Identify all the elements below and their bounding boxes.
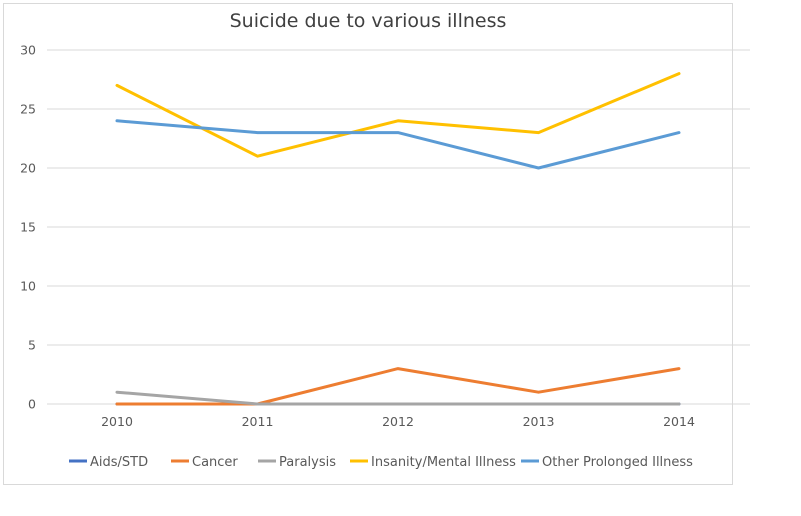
x-tick-label: 2012 — [382, 414, 414, 429]
x-tick-label: 2014 — [663, 414, 695, 429]
legend-item-insanity-mental-illness: Insanity/Mental Illness — [350, 455, 516, 470]
series-line-paralysis — [115, 390, 681, 406]
series-line-cancer — [115, 367, 681, 406]
legend-item-paralysis: Paralysis — [258, 455, 336, 470]
legend-label: Cancer — [192, 455, 238, 470]
y-tick-label: 20 — [20, 161, 36, 176]
x-axis-tick-labels: 2010 2011 2012 2013 2014 — [101, 414, 695, 429]
legend: Aids/STD Cancer Paralysis Insanity/Mental I… — [69, 455, 693, 470]
y-tick-label: 10 — [20, 279, 36, 294]
x-tick-label: 2011 — [242, 414, 274, 429]
y-tick-label: 0 — [28, 397, 36, 412]
series-line-other-prolonged-illness — [115, 119, 681, 170]
x-tick-label: 2010 — [101, 414, 133, 429]
legend-label: Paralysis — [279, 455, 336, 470]
legend-item-other-prolonged-illness: Other Prolonged Illness — [521, 455, 693, 470]
legend-item-cancer: Cancer — [171, 455, 238, 470]
legend-label: Insanity/Mental Illness — [371, 455, 516, 470]
series-lines — [115, 72, 681, 406]
y-tick-label: 5 — [28, 338, 36, 353]
y-tick-label: 15 — [20, 220, 36, 235]
legend-item-aids-std: Aids/STD — [69, 455, 148, 470]
legend-label: Other Prolonged Illness — [542, 455, 693, 470]
legend-label: Aids/STD — [90, 455, 148, 470]
x-tick-label: 2013 — [523, 414, 555, 429]
y-tick-label: 30 — [20, 43, 36, 58]
y-tick-label: 25 — [20, 102, 36, 117]
series-line-insanity-mental-illness — [115, 72, 681, 158]
y-axis-tick-labels: 0 5 10 15 20 25 30 — [20, 43, 36, 412]
chart-title: Suicide due to various illness — [230, 10, 507, 32]
